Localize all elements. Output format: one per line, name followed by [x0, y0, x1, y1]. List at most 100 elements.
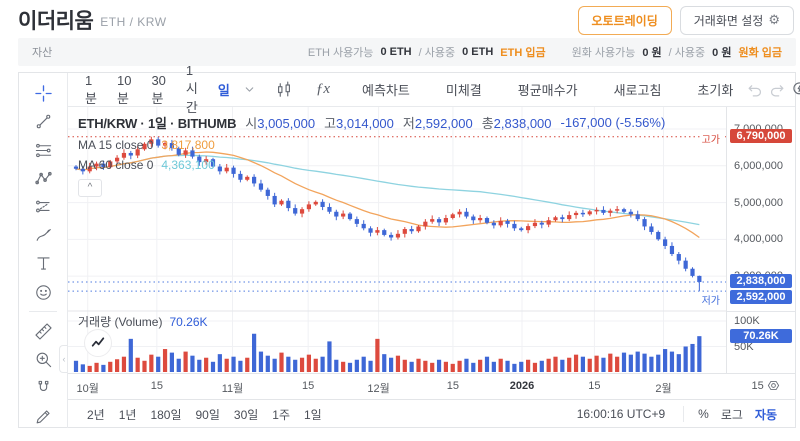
horizontal-lines-tool-icon[interactable]: [28, 139, 58, 161]
legend-symbol: ETH/KRW · 1일 · BITHUMB: [78, 116, 237, 131]
emoji-tool-icon[interactable]: [28, 281, 58, 303]
chart-plot[interactable]: ETH/KRW · 1일 · BITHUMB 시3,005,000 고3,014,…: [68, 107, 726, 373]
toolbar-button-새로고침[interactable]: 새로고침: [613, 83, 662, 98]
ma15-value: 3,817,800: [161, 138, 215, 152]
asset-krw-group: 원화 사용가능 0 원 / 사용중 0 원 원화 입금: [572, 44, 782, 60]
crosshair-tool-icon[interactable]: [28, 82, 58, 104]
trend-line-tool-icon[interactable]: [28, 110, 58, 132]
interval-dropdown-icon[interactable]: [241, 81, 258, 98]
pencil-tool-icon[interactable]: [28, 406, 58, 428]
time-tick-2026: 2026: [509, 380, 535, 392]
range-button-30일[interactable]: 30일: [233, 407, 259, 422]
range-button-1일[interactable]: 1일: [304, 407, 322, 422]
asset-label: 자산: [32, 47, 53, 59]
auto-scale-toggle[interactable]: 자동: [754, 407, 777, 422]
price-tick: 6,000,000: [734, 159, 783, 172]
page-header: 이더리움 ETH / KRW 오토트레이딩 거래화면 설정 ⚙: [0, 0, 800, 38]
volume-legend: 거래량 (Volume) 70.26K: [78, 315, 208, 329]
redo-icon[interactable]: [767, 77, 787, 103]
time-tick-15: 15: [751, 380, 764, 392]
time-tick-15: 15: [150, 380, 163, 392]
zoom-in-tool-icon[interactable]: [28, 349, 58, 371]
magnet-tool-icon[interactable]: [28, 377, 58, 399]
high-price-label: 고가: [699, 130, 722, 146]
legend-총: 총2,838,000: [481, 116, 552, 131]
ma15-legend: MA 15 close 0 3,817,800: [78, 138, 215, 152]
ruler-tool-icon[interactable]: [28, 320, 58, 342]
gear-icon: ⚙: [768, 12, 780, 27]
ma60-value: 4,363,100: [161, 158, 215, 172]
drawing-toolbar-collapse-handle[interactable]: ‹: [59, 345, 67, 373]
toolbar-divider: [29, 311, 57, 313]
time-tick-11월: 11월: [221, 383, 244, 395]
percent-scale-toggle[interactable]: %: [698, 407, 709, 421]
interval-tab-1분[interactable]: 1분: [85, 72, 97, 106]
interval-tab-일[interactable]: 일: [217, 83, 230, 98]
asset-eth-group: ETH 사용가능 0 ETH / 사용중 0 ETH ETH 입금: [307, 46, 546, 59]
coin-symbol: ETH / KRW: [100, 15, 167, 29]
undo-icon[interactable]: [745, 77, 765, 103]
time-tick-10월: 10월: [76, 383, 99, 395]
krw-available-value: 0 원: [642, 47, 662, 59]
toolbar-button-평균매수가[interactable]: 평균매수가: [517, 83, 578, 98]
range-button-1주[interactable]: 1주: [272, 407, 290, 422]
high-price-badge: 6,790,000: [730, 128, 792, 143]
log-scale-toggle[interactable]: 로그: [720, 407, 743, 422]
toolbar-button-미체결[interactable]: 미체결: [445, 83, 482, 98]
range-button-1년[interactable]: 1년: [118, 407, 137, 422]
low-price-badge: 2,592,000: [730, 290, 792, 305]
drawing-toolbar: ‹: [19, 73, 68, 428]
time-axis[interactable]: 10월 15 11월 15 12월 15 2026 15 2월 15: [68, 373, 795, 399]
legend-고: 고3,014,000: [324, 116, 394, 131]
krw-inuse-value: 0 원: [712, 47, 732, 59]
coin-title: 이더리움: [18, 10, 94, 33]
legend-change: -167,000 (-5.56%): [560, 115, 666, 130]
legend-collapse-button[interactable]: ^: [78, 179, 102, 197]
time-axis-settings-icon[interactable]: [766, 378, 781, 396]
toolbar-button-예측차트[interactable]: 예측차트: [362, 83, 410, 98]
price-tick: 4,000,000: [734, 233, 783, 246]
autotrading-button[interactable]: 오토트레이딩: [577, 5, 672, 35]
toolbar-button-초기화[interactable]: 초기화: [697, 83, 734, 98]
price-axis[interactable]: 7,000,0006,000,0005,000,0004,000,0003,00…: [726, 107, 795, 373]
quick-search-icon[interactable]: [791, 77, 800, 103]
chart-legend: ETH/KRW · 1일 · BITHUMB 시3,005,000 고3,014,…: [78, 113, 665, 197]
candle-style-icon[interactable]: [274, 77, 294, 103]
volume-tick: 50K: [734, 340, 754, 353]
chart-region: ETH/KRW · 1일 · BITHUMB 시3,005,000 고3,014,…: [68, 107, 795, 373]
tradingview-logo[interactable]: [84, 329, 112, 357]
chart-toolbar: 1분 10분 30분 1시간 일 ƒx 예측차트 미체결 평균매수가 새로고침 초기화: [68, 63, 800, 115]
interval-tab-10분[interactable]: 10분: [116, 72, 132, 106]
legend-저: 저2,592,000: [402, 116, 473, 131]
range-button-2년[interactable]: 2년: [87, 407, 105, 422]
volume-tick: 100K: [734, 315, 760, 327]
time-tick-15: 15: [588, 380, 601, 392]
eth-inuse-value: 0 ETH: [462, 46, 494, 58]
ma60-legend: MA 60 close 0 4,363,100: [78, 158, 215, 172]
range-button-90일[interactable]: 90일: [195, 407, 220, 422]
clock-label[interactable]: 16:00:16 UTC+9: [576, 407, 666, 421]
time-tick-12월: 12월: [367, 383, 390, 395]
brush-tool-icon[interactable]: [28, 224, 58, 246]
krw-deposit-link[interactable]: 원화 입금: [738, 47, 782, 59]
chart-footer: 2년 1년 180일 90일 30일 1주 1일 16:00:16 UTC+9 % 로그 자…: [68, 399, 795, 428]
interval-tab-30분[interactable]: 30분: [151, 72, 166, 106]
xabcd-pattern-tool-icon[interactable]: [28, 167, 58, 189]
last-price-badge: 2,838,000: [730, 274, 792, 289]
interval-tab-1시간[interactable]: 1시간: [185, 63, 198, 115]
text-tool-icon[interactable]: [28, 253, 58, 275]
candlestick-chart[interactable]: [68, 107, 726, 373]
screen-settings-button[interactable]: 거래화면 설정 ⚙: [679, 5, 794, 35]
low-price-label: 저가: [699, 292, 722, 308]
price-tick: 5,000,000: [734, 196, 783, 209]
time-tick-15: 15: [446, 380, 460, 392]
legend-시: 시3,005,000: [245, 116, 316, 131]
time-tick-2월: 2월: [655, 383, 672, 395]
forecast-tool-icon[interactable]: [28, 196, 58, 218]
indicators-icon[interactable]: ƒx: [315, 81, 331, 97]
chart-panel: ‹ 1분 10분 30분 1시간 일 ƒx 예측차트 미체결 평균매수가 새로고침 초기화 ETH/…: [18, 63, 800, 428]
eth-deposit-link[interactable]: ETH 입금: [500, 47, 546, 59]
time-tick-15: 15: [302, 380, 315, 392]
range-button-180일[interactable]: 180일: [150, 407, 182, 422]
